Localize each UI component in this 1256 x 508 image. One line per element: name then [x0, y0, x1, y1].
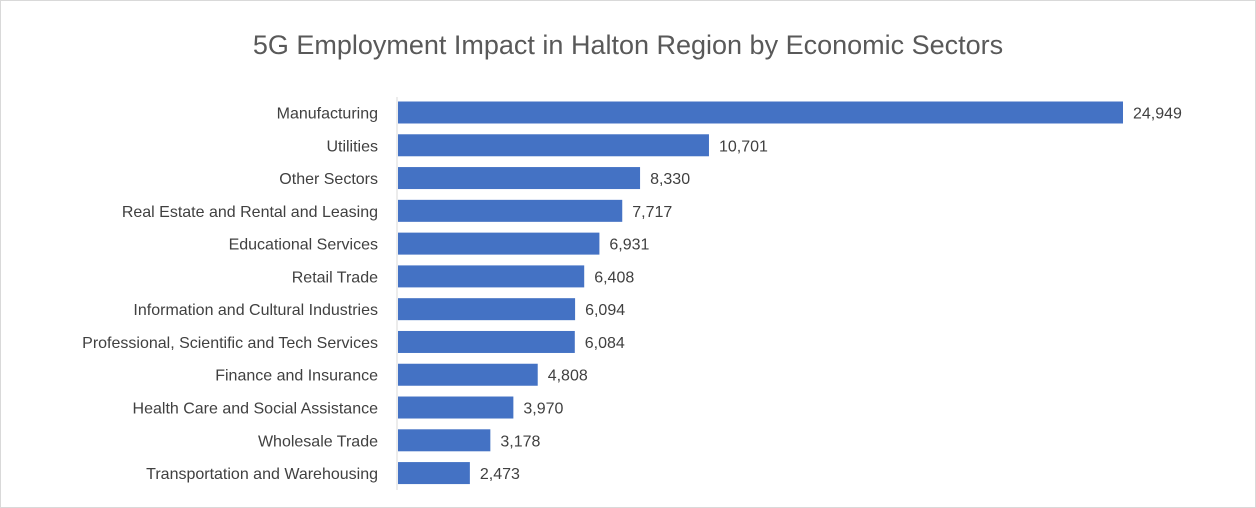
category-label: Health Care and Social Assistance	[133, 401, 379, 418]
data-label: 24,949	[1133, 106, 1182, 123]
bar	[398, 363, 538, 386]
bar	[398, 199, 623, 222]
data-label: 6,094	[585, 302, 625, 319]
category-label: Wholesale Trade	[258, 433, 378, 450]
bar	[398, 429, 491, 452]
category-label: Transportation and Warehousing	[146, 466, 378, 483]
bar	[398, 298, 576, 321]
data-label: 10,701	[719, 138, 768, 155]
category-label: Information and Cultural Industries	[133, 302, 378, 319]
bar	[398, 396, 514, 419]
plot-area: Manufacturing 24,949 Utilities 10,701 Other …	[82, 97, 1182, 490]
data-label: 7,717	[632, 204, 672, 221]
data-label: 3,178	[500, 433, 540, 450]
category-label: Utilities	[326, 138, 378, 155]
bar	[398, 167, 641, 190]
data-label: 2,473	[480, 466, 520, 483]
data-label: 6,084	[585, 335, 625, 352]
category-label: Educational Services	[229, 237, 378, 254]
bar	[398, 232, 600, 255]
category-label: Real Estate and Rental and Leasing	[122, 204, 378, 221]
chart-title: 5G Employment Impact in Halton Region by…	[252, 30, 1004, 60]
data-label: 4,808	[548, 368, 588, 385]
bar	[398, 330, 575, 353]
category-label: Manufacturing	[277, 106, 378, 123]
category-label: Professional, Scientific and Tech Servic…	[82, 335, 378, 352]
category-label: Other Sectors	[279, 171, 378, 188]
category-label: Finance and Insurance	[215, 368, 378, 385]
bar	[398, 462, 470, 485]
data-label: 6,408	[594, 269, 634, 286]
category-label: Retail Trade	[292, 269, 378, 286]
data-label: 8,330	[650, 171, 690, 188]
bar	[398, 265, 585, 288]
data-label: 6,931	[609, 237, 649, 254]
data-label: 3,970	[523, 401, 563, 418]
bar	[398, 101, 1123, 124]
bar	[398, 134, 709, 157]
